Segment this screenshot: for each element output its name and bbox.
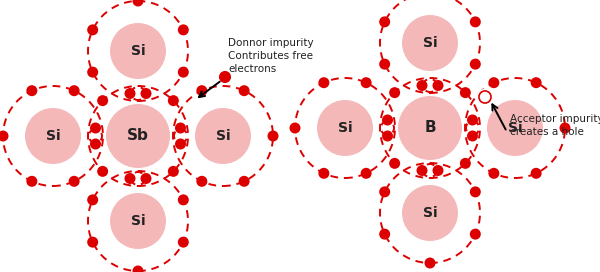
Text: Si: Si (131, 44, 145, 58)
Text: Si: Si (508, 121, 523, 135)
Circle shape (178, 237, 189, 248)
Text: B: B (424, 120, 436, 135)
Circle shape (379, 186, 390, 197)
Circle shape (239, 85, 250, 96)
Circle shape (530, 77, 542, 88)
Circle shape (140, 173, 151, 184)
Circle shape (133, 265, 143, 272)
Circle shape (379, 229, 390, 240)
Circle shape (460, 87, 471, 98)
Circle shape (389, 158, 400, 169)
Circle shape (268, 131, 278, 141)
Circle shape (416, 165, 427, 176)
Circle shape (125, 88, 136, 99)
Circle shape (433, 165, 443, 176)
Circle shape (402, 15, 458, 71)
Circle shape (477, 89, 493, 105)
Circle shape (361, 77, 371, 88)
Text: Donnor impurity
Contributes free
electrons: Donnor impurity Contributes free electro… (228, 38, 314, 74)
Circle shape (379, 16, 390, 27)
Circle shape (90, 122, 101, 134)
Circle shape (487, 100, 543, 156)
Circle shape (175, 122, 186, 134)
Circle shape (361, 168, 371, 179)
Text: Si: Si (131, 214, 145, 228)
Circle shape (97, 166, 108, 177)
Circle shape (168, 95, 179, 106)
Circle shape (87, 194, 98, 205)
Circle shape (317, 100, 373, 156)
Circle shape (87, 24, 98, 35)
Circle shape (68, 176, 80, 187)
Circle shape (425, 258, 436, 268)
Circle shape (382, 131, 393, 141)
Circle shape (433, 80, 443, 91)
Circle shape (196, 176, 208, 187)
Text: Si: Si (422, 206, 437, 220)
Circle shape (488, 168, 499, 179)
Circle shape (175, 138, 186, 150)
Circle shape (239, 176, 250, 187)
Circle shape (26, 176, 37, 187)
Circle shape (319, 77, 329, 88)
Circle shape (470, 59, 481, 70)
Text: Si: Si (422, 36, 437, 50)
Circle shape (0, 131, 8, 141)
Circle shape (97, 95, 108, 106)
Circle shape (90, 138, 101, 150)
Circle shape (470, 16, 481, 27)
Circle shape (219, 71, 231, 83)
Circle shape (106, 104, 170, 168)
Circle shape (195, 108, 251, 164)
Circle shape (398, 96, 462, 160)
Text: Si: Si (46, 129, 61, 143)
Circle shape (460, 158, 471, 169)
Circle shape (110, 23, 166, 79)
Circle shape (470, 186, 481, 197)
Circle shape (470, 229, 481, 240)
Circle shape (479, 91, 491, 103)
Text: Sb: Sb (127, 128, 149, 144)
Circle shape (87, 67, 98, 78)
Circle shape (467, 131, 478, 141)
Circle shape (488, 77, 499, 88)
Circle shape (467, 115, 478, 125)
Circle shape (68, 85, 80, 96)
Circle shape (125, 173, 136, 184)
Circle shape (110, 193, 166, 249)
Circle shape (319, 168, 329, 179)
Circle shape (87, 237, 98, 248)
Circle shape (25, 108, 81, 164)
Circle shape (290, 122, 301, 134)
Circle shape (178, 67, 189, 78)
Text: Si: Si (215, 129, 230, 143)
Circle shape (178, 24, 189, 35)
Circle shape (402, 185, 458, 241)
Text: Si: Si (338, 121, 352, 135)
Circle shape (26, 85, 37, 96)
Circle shape (560, 122, 571, 134)
Circle shape (416, 80, 427, 91)
Circle shape (196, 85, 208, 96)
Circle shape (168, 166, 179, 177)
Circle shape (379, 59, 390, 70)
Circle shape (382, 115, 393, 125)
Text: Acceptor impurity
creates a hole: Acceptor impurity creates a hole (510, 114, 600, 137)
Circle shape (530, 168, 542, 179)
Circle shape (140, 88, 151, 99)
Circle shape (178, 194, 189, 205)
Circle shape (389, 87, 400, 98)
Circle shape (133, 0, 143, 7)
